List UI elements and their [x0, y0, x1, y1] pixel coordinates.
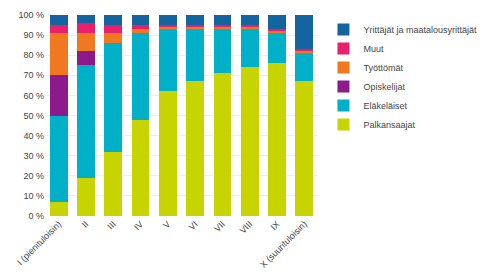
svg-text:IV: IV [132, 219, 145, 232]
svg-text:VI: VI [187, 219, 200, 232]
svg-text:III: III [105, 219, 117, 231]
svg-text:30 %: 30 % [23, 151, 44, 161]
svg-text:20 %: 20 % [23, 171, 44, 181]
svg-text:0 %: 0 % [28, 211, 44, 221]
svg-text:80 %: 80 % [23, 50, 44, 60]
svg-text:II: II [80, 219, 91, 230]
svg-text:Opiskelijat: Opiskelijat [363, 82, 405, 92]
svg-text:100 %: 100 % [18, 10, 44, 20]
svg-text:Yrittäjät ja maatalousyrittäjä: Yrittäjät ja maatalousyrittäjät [363, 25, 477, 35]
svg-text:X (suurituloisin): X (suurituloisin) [258, 219, 309, 270]
svg-text:VII: VII [212, 219, 227, 234]
svg-text:90 %: 90 % [23, 30, 44, 40]
svg-text:70 %: 70 % [23, 70, 44, 80]
svg-text:V: V [161, 219, 172, 230]
svg-text:60 %: 60 % [23, 91, 44, 101]
svg-text:Muut: Muut [363, 44, 384, 54]
svg-text:Eläkeläiset: Eläkeläiset [363, 101, 407, 111]
svg-text:Palkansaajat: Palkansaajat [363, 120, 415, 130]
svg-text:40 %: 40 % [23, 131, 44, 141]
svg-text:IX: IX [269, 219, 282, 232]
svg-text:I (pienituloisin): I (pienituloisin) [15, 219, 63, 267]
svg-text:50 %: 50 % [23, 111, 44, 121]
svg-text:Työttömät: Työttömät [363, 63, 403, 73]
svg-text:10 %: 10 % [23, 191, 44, 201]
svg-text:VIII: VIII [238, 219, 255, 236]
